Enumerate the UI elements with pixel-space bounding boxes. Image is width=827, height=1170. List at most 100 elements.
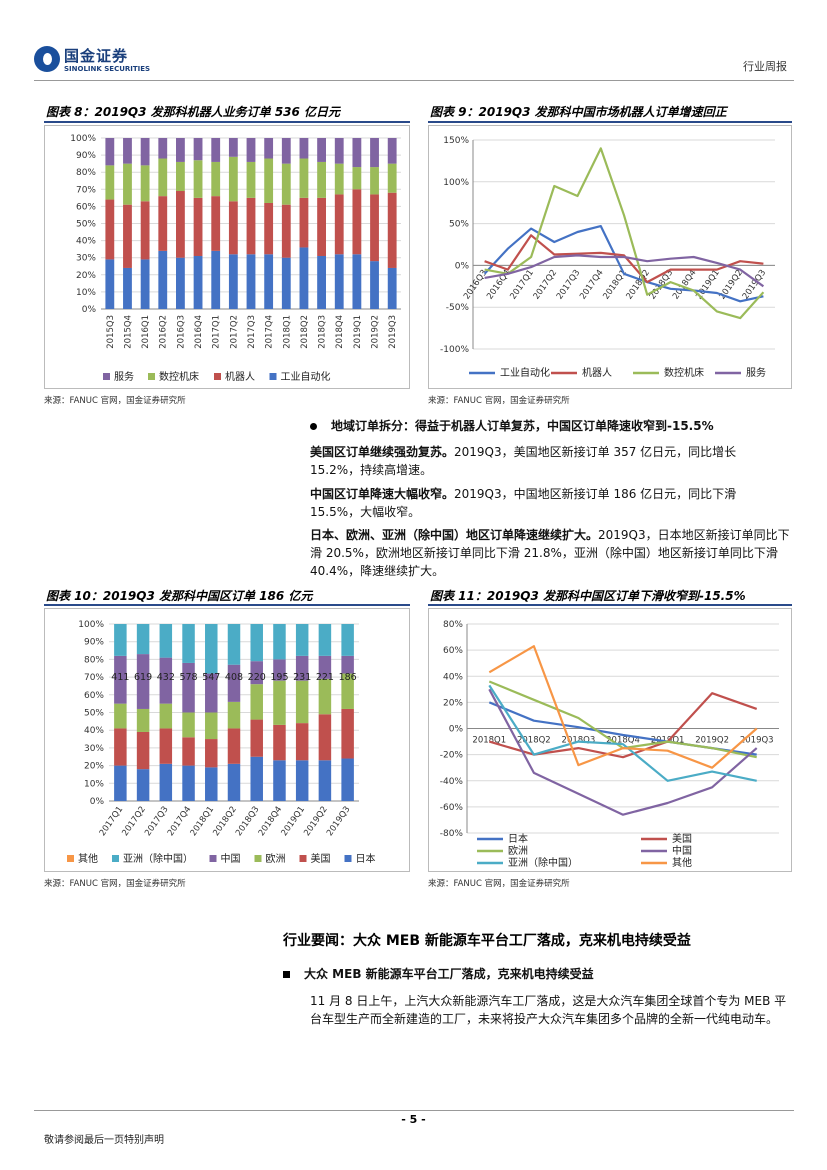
x-tick-label: 2016Q1 <box>141 315 151 349</box>
fig10-rule <box>44 604 410 606</box>
legend-label: 中国 <box>221 852 241 865</box>
bar-segment <box>264 254 274 309</box>
bar-segment <box>334 194 344 255</box>
legend-label: 日本 <box>508 832 528 845</box>
fig9-panel: -100% -50% 0% 50% 100% 150% 2016Q3 2016Q4 2017Q1… <box>428 125 792 389</box>
bar-segment <box>318 760 332 801</box>
legend-label: 数控机床 <box>159 370 199 383</box>
y-tick-label: 70% <box>84 673 104 683</box>
bar-segment <box>114 624 127 656</box>
legend-swatch <box>112 855 119 862</box>
y-tick-label: -40% <box>440 777 464 787</box>
bar-segment <box>140 201 150 260</box>
y-tick-label: 90% <box>84 638 104 648</box>
x-tick-label: 2015Q4 <box>123 315 133 349</box>
bar-segment <box>123 267 132 309</box>
legend-label: 其他 <box>672 856 692 869</box>
series-line <box>484 254 765 288</box>
bar-segment <box>341 624 354 656</box>
y-tick-label: 50% <box>76 220 96 230</box>
x-tick-label: 2016Q2 <box>159 315 169 349</box>
bar-segment <box>114 728 127 766</box>
legend-swatch <box>269 373 277 380</box>
x-tick-label: 2015Q3 <box>106 315 116 349</box>
y-tick-label: 20% <box>84 762 104 772</box>
bar-segment <box>227 664 241 702</box>
legend-label: 工业自动化 <box>281 370 331 383</box>
bar-segment <box>295 760 309 801</box>
legend-label: 机器人 <box>582 366 612 379</box>
x-tick-label: 2017Q4 <box>265 315 275 349</box>
legend-label: 其他 <box>78 852 98 865</box>
bar-segment <box>341 673 354 709</box>
bar-segment <box>317 197 326 256</box>
bar-segment <box>136 654 150 709</box>
fig8-source: 来源：FANUC 官网，国金证券研究所 <box>44 396 186 406</box>
logo-text-cn: 国金证券 <box>64 47 129 65</box>
y-tick-label: 20% <box>76 271 96 281</box>
bar-segment <box>250 684 263 720</box>
bar-segment <box>158 250 168 309</box>
bar-segment <box>299 138 309 159</box>
bar-segment <box>273 724 286 761</box>
y-tick-label: 80% <box>443 620 463 630</box>
bar-segment <box>158 196 168 251</box>
bar-segment <box>193 197 203 256</box>
bar-segment <box>341 758 354 801</box>
fig9-title: 图表 9：2019Q3 发那科中国市场机器人订单增速回正 <box>430 105 727 119</box>
legend-swatch <box>148 373 155 380</box>
fig11-rule <box>428 604 792 606</box>
bar-segment <box>211 196 221 251</box>
legend-label: 数控机床 <box>664 366 704 379</box>
data-label: 578 <box>179 672 197 683</box>
series-line <box>484 147 765 320</box>
bar-segment <box>273 760 286 801</box>
x-tick-label: 2019Q3 <box>388 315 398 349</box>
bar-segment <box>158 138 168 159</box>
series-line <box>488 645 758 769</box>
bar-segment <box>136 769 150 801</box>
bar-segment <box>205 739 218 768</box>
bar-segment <box>250 661 263 685</box>
fig10-panel: 0% 10% 20% 30% 40% 50% 60% 70% 80% 90% 100% 2017Q1 4… <box>44 608 410 872</box>
fig9-rule <box>428 121 792 123</box>
bar-segment <box>250 719 263 757</box>
bar-segment <box>246 254 256 309</box>
legend-swatch <box>67 855 74 862</box>
x-tick-label: 2018Q2 <box>517 736 551 746</box>
x-tick-label: 2019Q3 <box>325 805 353 838</box>
bar-segment <box>140 259 150 309</box>
x-tick-label: 2018Q4 <box>606 736 640 746</box>
report-type: 行业周报 <box>743 60 787 73</box>
bar-segment <box>182 737 195 766</box>
section2-bullet: 大众 MEB 新能源车平台工厂落成，克来机电持续受益 <box>283 965 793 983</box>
bar-segment <box>211 138 221 162</box>
bar-segment <box>211 250 221 309</box>
bar-segment <box>264 138 274 159</box>
x-tick-label: 2018Q2 <box>300 315 310 349</box>
bar-segment <box>317 138 326 162</box>
footer-note: 敬请参阅最后一页特别声明 <box>44 1135 164 1146</box>
footer-divider <box>34 1110 794 1111</box>
bullet-dot-icon <box>310 423 317 430</box>
bar-segment <box>136 731 150 770</box>
legend-swatch <box>254 855 262 862</box>
x-tick-label: 2019Q1 <box>353 315 363 349</box>
bar-segment <box>182 662 195 713</box>
x-tick-label: 2016Q3 <box>176 315 186 349</box>
y-tick-label: 50% <box>449 220 469 230</box>
y-tick-label: 0% <box>90 797 105 807</box>
bar-segment <box>105 199 115 260</box>
bar-segment <box>317 255 326 309</box>
legend-swatch <box>344 855 352 862</box>
legend-swatch <box>103 373 110 380</box>
bar-segment <box>205 712 218 740</box>
data-label: 432 <box>157 672 175 683</box>
fig9-source: 来源：FANUC 官网，国金证券研究所 <box>428 396 570 406</box>
bar-segment <box>136 708 150 732</box>
bar-segment <box>205 673 218 713</box>
bar-segment <box>205 767 218 801</box>
bar-segment <box>176 161 185 192</box>
y-tick-label: 100% <box>443 178 469 188</box>
y-tick-label: 40% <box>84 726 104 736</box>
